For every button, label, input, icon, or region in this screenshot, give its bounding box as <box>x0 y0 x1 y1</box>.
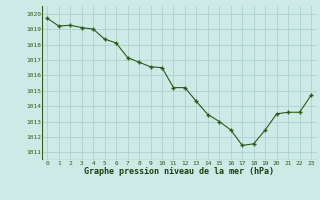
X-axis label: Graphe pression niveau de la mer (hPa): Graphe pression niveau de la mer (hPa) <box>84 167 274 176</box>
